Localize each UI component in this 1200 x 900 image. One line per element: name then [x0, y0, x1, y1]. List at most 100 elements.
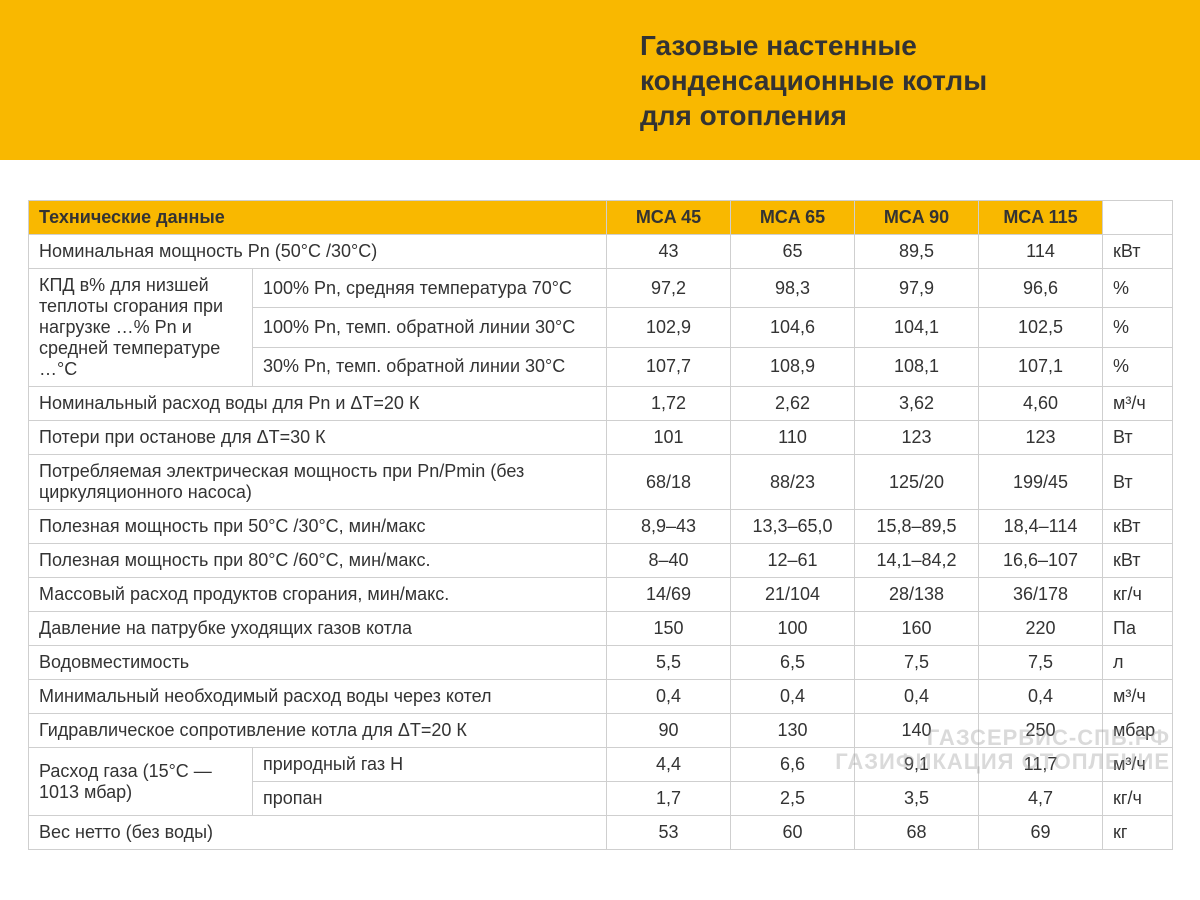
cell-value: 4,60	[979, 387, 1103, 421]
table-row: Полезная мощность при 80°C /60°C, мин/ма…	[29, 544, 1173, 578]
row-label: Гидравлическое сопротивление котла для Δ…	[29, 714, 607, 748]
cell-value: 2,5	[731, 782, 855, 816]
cell-value: 104,6	[731, 308, 855, 347]
cell-unit: %	[1103, 308, 1173, 347]
cell-value: 68/18	[607, 455, 731, 510]
row-label: Давление на патрубке уходящих газов котл…	[29, 612, 607, 646]
page-title: Газовые настенные конденсационные котлы …	[640, 28, 987, 133]
cell-unit: л	[1103, 646, 1173, 680]
cell-unit: кг	[1103, 816, 1173, 850]
row-label: Минимальный необходимый расход воды чере…	[29, 680, 607, 714]
cell-value: 0,4	[855, 680, 979, 714]
cell-value: 104,1	[855, 308, 979, 347]
spec-table: Технические данные MCA 45 MCA 65 MCA 90 …	[28, 200, 1173, 850]
cell-value: 3,62	[855, 387, 979, 421]
cell-unit: кВт	[1103, 510, 1173, 544]
cell-value: 102,9	[607, 308, 731, 347]
cell-value: 90	[607, 714, 731, 748]
cell-unit: Вт	[1103, 455, 1173, 510]
header-model-1: MCA 65	[731, 201, 855, 235]
cell-unit: Па	[1103, 612, 1173, 646]
table-row: Минимальный необходимый расход воды чере…	[29, 680, 1173, 714]
row-label: Вес нетто (без воды)	[29, 816, 607, 850]
row-label: Полезная мощность при 80°C /60°C, мин/ма…	[29, 544, 607, 578]
table-row: Водовместимость5,56,57,57,5л	[29, 646, 1173, 680]
header-model-3: MCA 115	[979, 201, 1103, 235]
table-row: Давление на патрубке уходящих газов котл…	[29, 612, 1173, 646]
table-row: Номинальная мощность Pn (50°C /30°C)4365…	[29, 235, 1173, 269]
cell-value: 12–61	[731, 544, 855, 578]
cell-value: 4,4	[607, 748, 731, 782]
cell-value: 16,6–107	[979, 544, 1103, 578]
cell-unit: м³/ч	[1103, 748, 1173, 782]
cell-value: 5,5	[607, 646, 731, 680]
row-sublabel: 100% Pn, темп. обратной линии 30°C	[253, 308, 607, 347]
table-row: Вес нетто (без воды)53606869кг	[29, 816, 1173, 850]
cell-value: 9,1	[855, 748, 979, 782]
header-label: Технические данные	[29, 201, 607, 235]
row-label: Потребляемая электрическая мощность при …	[29, 455, 607, 510]
cell-unit: кг/ч	[1103, 578, 1173, 612]
cell-value: 69	[979, 816, 1103, 850]
cell-value: 125/20	[855, 455, 979, 510]
cell-value: 107,7	[607, 347, 731, 386]
row-label: Номинальный расход воды для Pn и ΔT=20 К	[29, 387, 607, 421]
cell-value: 110	[731, 421, 855, 455]
cell-value: 11,7	[979, 748, 1103, 782]
table-row: Потери при останове для ΔT=30 К101110123…	[29, 421, 1173, 455]
row-sublabel: природный газ H	[253, 748, 607, 782]
cell-value: 18,4–114	[979, 510, 1103, 544]
cell-value: 13,3–65,0	[731, 510, 855, 544]
cell-value: 98,3	[731, 269, 855, 308]
row-sublabel: 100% Pn, средняя температура 70°C	[253, 269, 607, 308]
cell-value: 7,5	[979, 646, 1103, 680]
row-sublabel: пропан	[253, 782, 607, 816]
table-header-row: Технические данные MCA 45 MCA 65 MCA 90 …	[29, 201, 1173, 235]
cell-unit: кВт	[1103, 235, 1173, 269]
cell-value: 250	[979, 714, 1103, 748]
cell-value: 15,8–89,5	[855, 510, 979, 544]
cell-value: 199/45	[979, 455, 1103, 510]
cell-value: 89,5	[855, 235, 979, 269]
spec-table-container: Технические данные MCA 45 MCA 65 MCA 90 …	[0, 160, 1200, 850]
cell-value: 108,9	[731, 347, 855, 386]
cell-value: 108,1	[855, 347, 979, 386]
cell-value: 6,6	[731, 748, 855, 782]
cell-value: 53	[607, 816, 731, 850]
cell-value: 102,5	[979, 308, 1103, 347]
cell-value: 0,4	[607, 680, 731, 714]
cell-value: 0,4	[979, 680, 1103, 714]
cell-value: 14/69	[607, 578, 731, 612]
table-row: Расход газа (15°C — 1013 мбар)природный …	[29, 748, 1173, 782]
cell-value: 28/138	[855, 578, 979, 612]
cell-value: 65	[731, 235, 855, 269]
row-label: Массовый расход продуктов сгорания, мин/…	[29, 578, 607, 612]
cell-value: 43	[607, 235, 731, 269]
cell-unit: %	[1103, 347, 1173, 386]
cell-value: 97,2	[607, 269, 731, 308]
cell-unit: м³/ч	[1103, 387, 1173, 421]
cell-value: 8–40	[607, 544, 731, 578]
cell-unit: %	[1103, 269, 1173, 308]
cell-unit: Вт	[1103, 421, 1173, 455]
cell-value: 1,7	[607, 782, 731, 816]
header-unit	[1103, 201, 1173, 235]
table-row: Массовый расход продуктов сгорания, мин/…	[29, 578, 1173, 612]
cell-value: 4,7	[979, 782, 1103, 816]
cell-value: 88/23	[731, 455, 855, 510]
row-label: Потери при останове для ΔT=30 К	[29, 421, 607, 455]
cell-value: 0,4	[731, 680, 855, 714]
cell-value: 97,9	[855, 269, 979, 308]
cell-value: 130	[731, 714, 855, 748]
cell-value: 160	[855, 612, 979, 646]
table-row: Гидравлическое сопротивление котла для Δ…	[29, 714, 1173, 748]
cell-value: 7,5	[855, 646, 979, 680]
cell-value: 123	[855, 421, 979, 455]
table-row: Полезная мощность при 50°C /30°C, мин/ма…	[29, 510, 1173, 544]
row-group-label: Расход газа (15°C — 1013 мбар)	[29, 748, 253, 816]
cell-value: 101	[607, 421, 731, 455]
cell-value: 36/178	[979, 578, 1103, 612]
cell-value: 60	[731, 816, 855, 850]
cell-value: 107,1	[979, 347, 1103, 386]
table-row: КПД в% для низшей теплоты сгорания при н…	[29, 269, 1173, 308]
